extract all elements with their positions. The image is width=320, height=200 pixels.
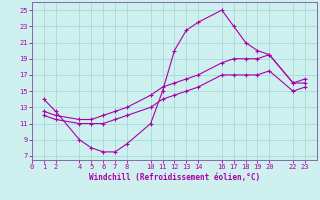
- X-axis label: Windchill (Refroidissement éolien,°C): Windchill (Refroidissement éolien,°C): [89, 173, 260, 182]
